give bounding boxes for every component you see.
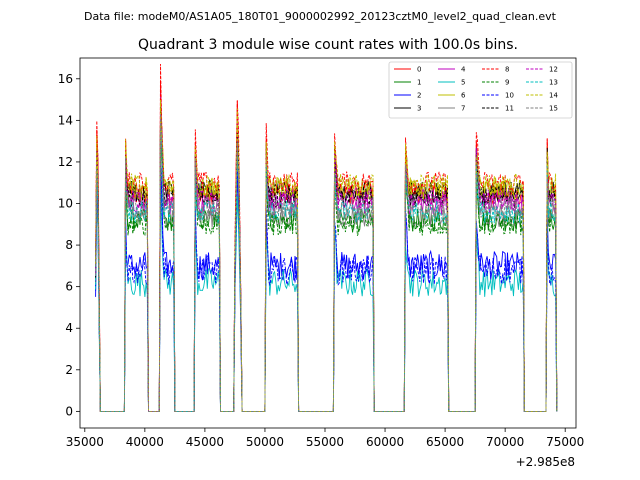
x-tick-label: 75000	[546, 435, 584, 449]
legend-label-13: 13	[549, 79, 558, 87]
legend-label-15: 15	[549, 105, 558, 113]
y-tick-label: 12	[58, 155, 73, 169]
legend-label-14: 14	[549, 92, 558, 100]
x-tick-label: 45000	[186, 435, 224, 449]
y-tick-label: 10	[58, 197, 73, 211]
legend-label-11: 11	[505, 105, 514, 113]
x-tick-label: 55000	[306, 435, 344, 449]
series-line-14	[95, 99, 558, 412]
x-tick-label: 65000	[426, 435, 464, 449]
chart-suptitle: Data file: modeM0/AS1A05_180T01_90000029…	[84, 10, 557, 23]
x-tick-label: 35000	[66, 435, 104, 449]
x-offset-label: +2.985e8	[516, 455, 575, 469]
chart-title: Quadrant 3 module wise count rates with …	[138, 37, 518, 53]
series-line-9	[95, 120, 558, 412]
legend-label-10: 10	[505, 92, 514, 100]
legend-label-1: 1	[417, 79, 421, 87]
plot-frame	[79, 57, 577, 429]
legend-label-9: 9	[505, 79, 509, 87]
legend-label-5: 5	[461, 79, 465, 87]
y-tick-label: 6	[65, 280, 73, 294]
y-tick-label: 0	[65, 404, 73, 418]
x-tick-label: 70000	[486, 435, 524, 449]
y-tick-label: 8	[65, 238, 73, 252]
x-axis: 35000 40000 45000 50000 55000 60000 65000 70000…	[66, 428, 584, 449]
legend-label-4: 4	[461, 66, 466, 74]
legend-label-2: 2	[417, 92, 421, 100]
legend-label-7: 7	[461, 105, 465, 113]
series-line-5	[95, 176, 558, 412]
y-tick-label: 16	[58, 72, 73, 86]
x-tick-label: 60000	[366, 435, 404, 449]
x-tick-label: 50000	[246, 435, 284, 449]
legend-label-6: 6	[461, 92, 466, 100]
series-line-0	[95, 81, 558, 412]
legend-label-8: 8	[505, 66, 509, 74]
x-tick-label: 40000	[126, 435, 164, 449]
series-lines	[95, 63, 558, 412]
legend-label-12: 12	[549, 66, 558, 74]
y-axis: 0 2 4 6 8 10 12 14 16	[58, 72, 80, 418]
legend-label-0: 0	[417, 66, 421, 74]
legend-box	[388, 61, 573, 119]
y-tick-label: 14	[58, 113, 73, 127]
series-line-15	[95, 113, 558, 412]
y-tick-label: 4	[65, 321, 73, 335]
y-tick-label: 2	[65, 363, 73, 377]
legend-label-3: 3	[417, 105, 421, 113]
